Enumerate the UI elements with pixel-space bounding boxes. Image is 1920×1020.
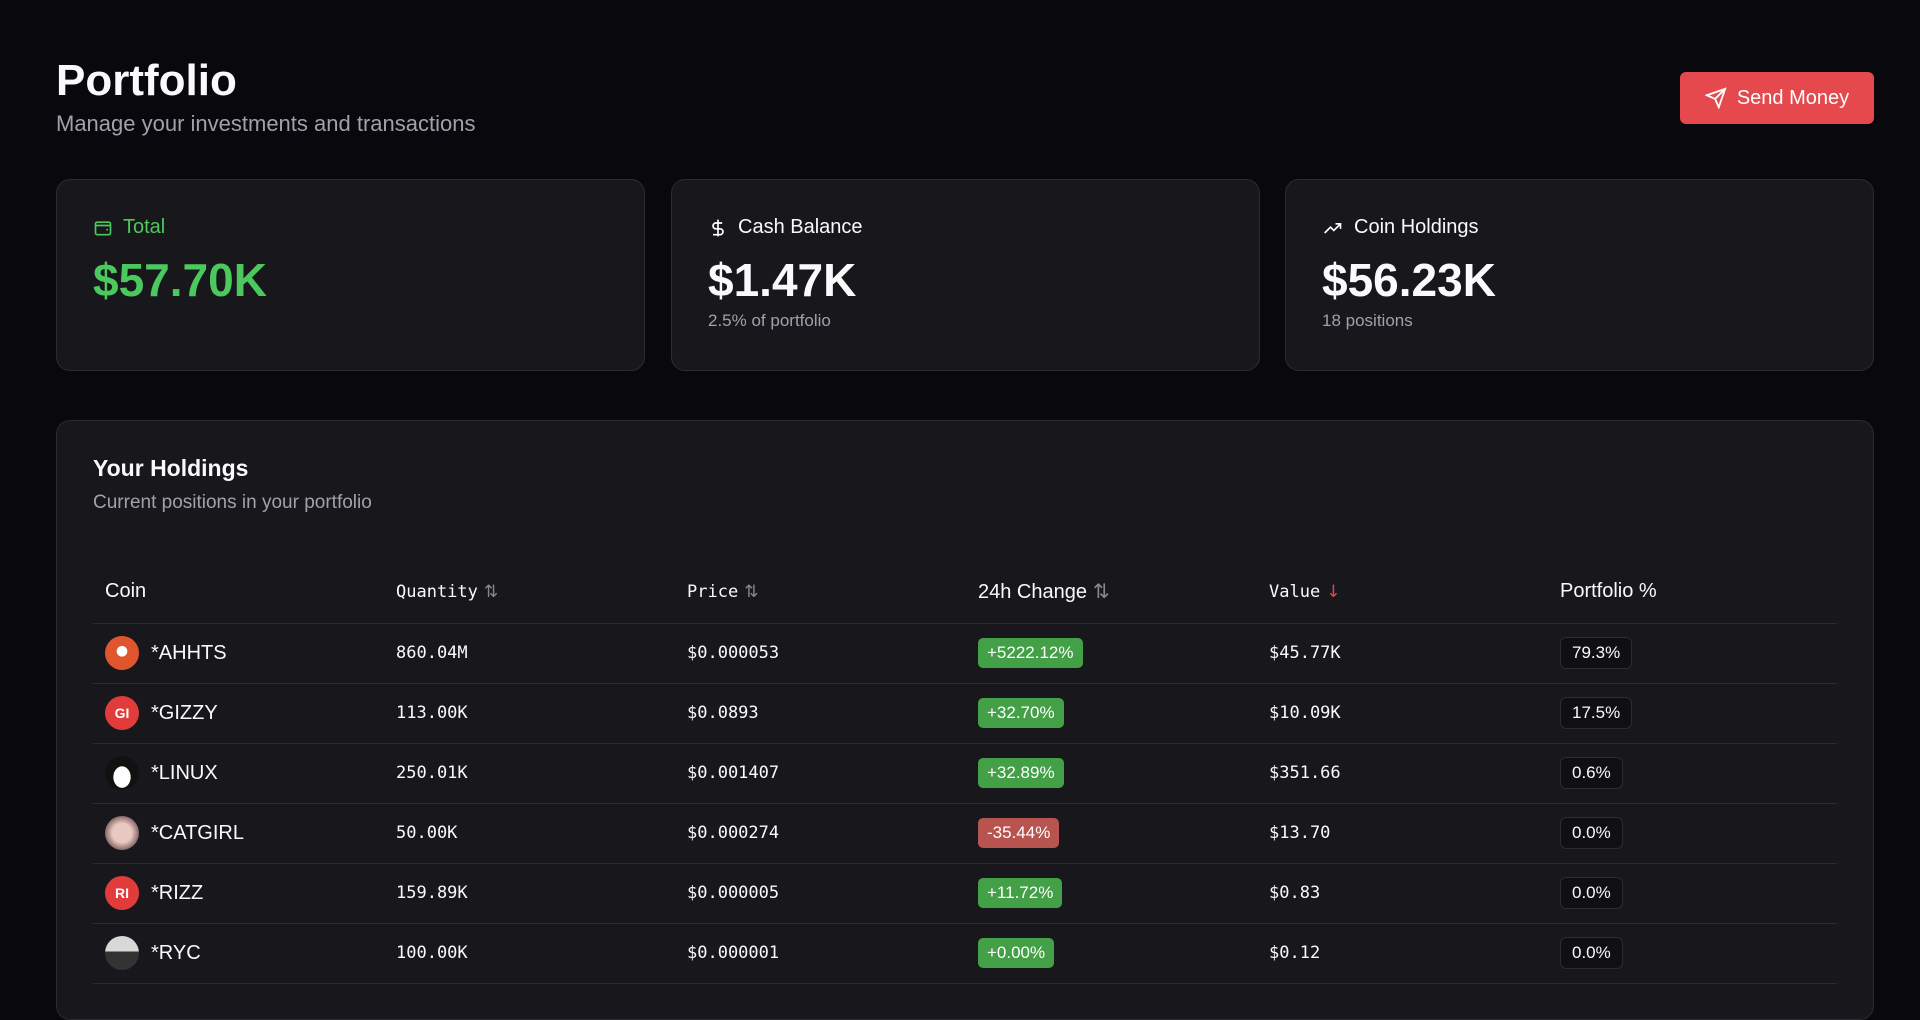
portfolio-badge: 0.0%: [1560, 877, 1623, 909]
coin-avatar: [105, 756, 139, 790]
table-row[interactable]: *CATGIRL 50.00K $0.000274 -35.44% $13.70…: [93, 803, 1837, 864]
change-badge: +32.89%: [978, 758, 1064, 788]
price-cell: $0.001407: [675, 743, 966, 804]
coin-symbol[interactable]: *RYC: [151, 941, 201, 964]
col-price[interactable]: Price ⇅: [675, 561, 966, 624]
holdings-title: Your Holdings: [93, 455, 249, 481]
coin-cell: *RYC: [93, 923, 384, 984]
coin-cell: GI *GIZZY: [93, 683, 384, 744]
coin-symbol[interactable]: *RIZZ: [151, 881, 204, 904]
quantity-cell: 250.01K: [384, 743, 675, 804]
coin-cell: *LINUX: [93, 743, 384, 804]
stat-note: 2.5% of portfolio: [708, 311, 831, 330]
table-row[interactable]: RI *RIZZ 159.89K $0.000005 +11.72% $0.83 …: [93, 863, 1837, 924]
stat-card-cash: Cash Balance $1.47K 2.5% of portfolio: [671, 179, 1260, 371]
stat-card-total: Total $57.70K: [56, 179, 645, 371]
sort-icon[interactable]: ⇅: [1092, 579, 1110, 604]
value-cell: $45.77K: [1257, 623, 1548, 684]
change-cell: +32.89%: [966, 743, 1257, 804]
change-cell: +5222.12%: [966, 623, 1257, 684]
change-cell: -35.44%: [966, 803, 1257, 864]
stat-label: Cash Balance: [738, 216, 863, 238]
dollar-icon: [712, 219, 724, 236]
coin-avatar: RI: [105, 876, 139, 910]
change-badge: +32.70%: [978, 698, 1064, 728]
change-cell: +0.00%: [966, 923, 1257, 984]
value-cell: $13.70: [1257, 803, 1548, 864]
portfolio-badge: 17.5%: [1560, 697, 1633, 729]
stat-value: $57.70K: [93, 254, 267, 306]
coin-avatar: [105, 816, 139, 850]
wallet-icon: [94, 220, 112, 235]
stat-note: 18 positions: [1322, 311, 1413, 330]
portfolio-cell: 0.0%: [1548, 803, 1837, 864]
table-row[interactable]: *RYC 100.00K $0.000001 +0.00% $0.12 0.0%: [93, 923, 1837, 984]
coin-cell: *AHHTS: [93, 623, 384, 684]
coin-cell: *CATGIRL: [93, 803, 384, 864]
price-cell: $0.000001: [675, 923, 966, 984]
stat-label: Total: [123, 216, 166, 238]
table-row[interactable]: *LINUX 250.01K $0.001407 +32.89% $351.66…: [93, 743, 1837, 804]
send-icon: [1704, 87, 1727, 109]
value-cell: $351.66: [1257, 743, 1548, 804]
price-cell: $0.0893: [675, 683, 966, 744]
change-badge: +11.72%: [978, 878, 1063, 908]
col-change[interactable]: 24h Change ⇅: [966, 561, 1257, 624]
change-badge: +5222.12%: [978, 638, 1083, 668]
portfolio-badge: 79.3%: [1560, 637, 1633, 669]
coin-symbol[interactable]: *LINUX: [151, 761, 218, 784]
holdings-table: Coin Quantity ⇅ Price ⇅ 24h Change ⇅ Value ↓…: [93, 561, 1837, 984]
portfolio-badge: 0.6%: [1560, 757, 1623, 789]
change-badge: -35.44%: [978, 818, 1060, 848]
coin-symbol[interactable]: *AHHTS: [151, 641, 227, 664]
holdings-card: Your Holdings Current positions in your …: [56, 420, 1874, 1020]
col-value[interactable]: Value ↓: [1257, 561, 1548, 624]
quantity-cell: 100.00K: [384, 923, 675, 984]
change-cell: +32.70%: [966, 683, 1257, 744]
portfolio-cell: 0.6%: [1548, 743, 1837, 804]
holdings-subtitle: Current positions in your portfolio: [93, 492, 372, 513]
price-cell: $0.000274: [675, 803, 966, 864]
quantity-cell: 113.00K: [384, 683, 675, 744]
quantity-cell: 50.00K: [384, 803, 675, 864]
portfolio-badge: 0.0%: [1560, 817, 1623, 849]
sort-desc-icon[interactable]: ↓: [1326, 581, 1341, 602]
send-money-label: Send Money: [1736, 86, 1850, 109]
coin-avatar: [105, 936, 139, 970]
portfolio-cell: 0.0%: [1548, 923, 1837, 984]
col-portfolio: Portfolio %: [1548, 561, 1837, 624]
send-money-button[interactable]: Send Money: [1680, 72, 1874, 124]
price-cell: $0.000005: [675, 863, 966, 924]
coin-avatar: [105, 636, 139, 670]
col-quantity[interactable]: Quantity ⇅: [384, 561, 675, 624]
portfolio-cell: 0.0%: [1548, 863, 1837, 924]
stat-label: Coin Holdings: [1354, 216, 1479, 238]
page-subtitle: Manage your investments and transactions: [56, 111, 476, 136]
value-cell: $0.83: [1257, 863, 1548, 924]
coin-symbol[interactable]: *CATGIRL: [151, 821, 244, 844]
coin-symbol[interactable]: *GIZZY: [151, 701, 218, 724]
change-cell: +11.72%: [966, 863, 1257, 924]
coin-avatar: GI: [105, 696, 139, 730]
portfolio-cell: 79.3%: [1548, 623, 1837, 684]
portfolio-cell: 17.5%: [1548, 683, 1837, 744]
portfolio-badge: 0.0%: [1560, 937, 1623, 969]
value-cell: $0.12: [1257, 923, 1548, 984]
table-row[interactable]: GI *GIZZY 113.00K $0.0893 +32.70% $10.09K…: [93, 683, 1837, 744]
change-badge: +0.00%: [978, 938, 1055, 968]
quantity-cell: 159.89K: [384, 863, 675, 924]
col-coin: Coin: [93, 561, 384, 624]
trending-up-icon: [1324, 222, 1342, 234]
page-title: Portfolio: [56, 56, 237, 105]
table-row[interactable]: *AHHTS 860.04M $0.000053 +5222.12% $45.7…: [93, 623, 1837, 684]
price-cell: $0.000053: [675, 623, 966, 684]
sort-icon[interactable]: ⇅: [744, 581, 759, 602]
value-cell: $10.09K: [1257, 683, 1548, 744]
coin-cell: RI *RIZZ: [93, 863, 384, 924]
stat-value: $1.47K: [708, 254, 857, 306]
quantity-cell: 860.04M: [384, 623, 675, 684]
sort-icon[interactable]: ⇅: [483, 581, 499, 602]
stat-card-coins: Coin Holdings $56.23K 18 positions: [1285, 179, 1874, 371]
stat-value: $56.23K: [1322, 254, 1496, 306]
